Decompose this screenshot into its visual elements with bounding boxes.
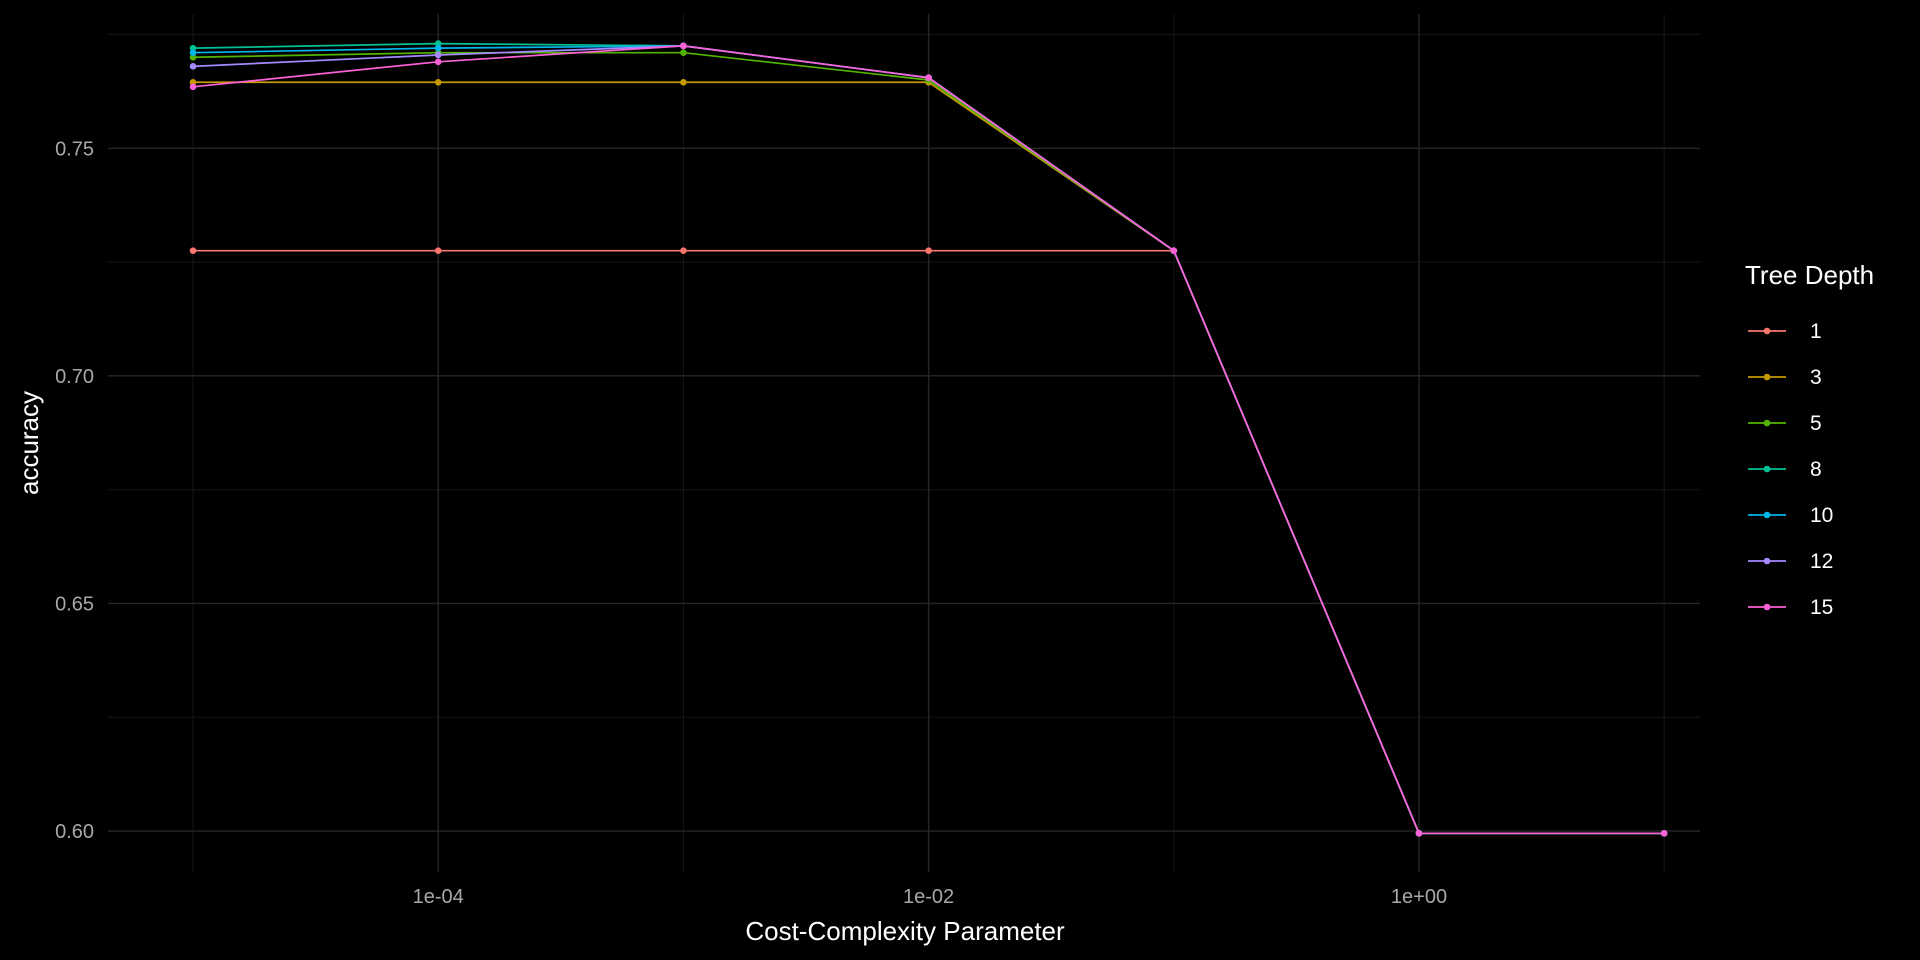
legend-entry-12: 12 [1748, 550, 1833, 573]
y-tick-label: 0.75 [55, 138, 94, 160]
x-tick-label: 1e-02 [903, 886, 954, 908]
grid-lines [108, 14, 1700, 872]
legend-label: 10 [1810, 504, 1833, 527]
y-axis-title: accuracy [14, 391, 44, 495]
data-point [434, 44, 442, 52]
legend-key-point [1763, 603, 1771, 611]
y-tick-label: 0.65 [55, 593, 94, 615]
data-point [189, 78, 197, 86]
data-point [1660, 830, 1668, 837]
legend-key-point [1763, 511, 1771, 519]
legend-key-point [1763, 327, 1771, 335]
data-point [189, 63, 197, 70]
legend-label: 15 [1810, 596, 1833, 619]
y-tick-label: 0.60 [55, 821, 94, 843]
legend-key-point [1763, 373, 1771, 381]
data-point [189, 44, 197, 52]
legend-entry-8: 8 [1748, 458, 1822, 481]
data-point [434, 51, 442, 59]
data-point [925, 74, 932, 82]
data-point [1170, 247, 1178, 254]
legend-label: 5 [1810, 412, 1822, 435]
data-point [925, 247, 932, 254]
legend-label: 12 [1810, 550, 1833, 573]
data-point [434, 58, 442, 66]
data-point [680, 78, 687, 86]
x-tick-label: 1e-04 [413, 886, 464, 908]
legend-entry-1: 1 [1748, 320, 1822, 343]
data-point [189, 49, 197, 56]
legend-key-point [1763, 419, 1771, 427]
legend-label: 3 [1810, 366, 1822, 389]
data-point [434, 247, 442, 254]
x-axis-title: Cost-Complexity Parameter [745, 916, 1065, 946]
legend-entry-5: 5 [1748, 412, 1822, 435]
data-point [680, 49, 687, 56]
data-point [434, 40, 442, 47]
legend-label: 8 [1810, 458, 1822, 481]
data-point [680, 247, 687, 254]
data-point [189, 53, 197, 61]
axis-tick-labels: 1e-04 1e-02 1e+00 0.60 0.65 0.70 0.75 [55, 138, 1447, 908]
y-tick-label: 0.70 [55, 366, 94, 388]
series-lines [189, 40, 1668, 837]
legend: 1 3 5 8 10 12 15 [1748, 320, 1833, 619]
data-point [434, 78, 442, 86]
legend-entry-15: 15 [1748, 596, 1833, 619]
legend-entry-10: 10 [1748, 504, 1833, 527]
x-tick-label: 1e+00 [1391, 886, 1447, 908]
data-point [680, 42, 687, 50]
series-15 [189, 42, 1668, 837]
data-point [189, 247, 197, 254]
legend-key-point [1763, 465, 1771, 473]
legend-key-point [1763, 557, 1771, 565]
legend-title: Tree Depth [1745, 260, 1874, 290]
legend-entry-3: 3 [1748, 366, 1822, 389]
data-point [1415, 830, 1423, 837]
legend-label: 1 [1810, 320, 1822, 343]
data-point [189, 83, 197, 91]
